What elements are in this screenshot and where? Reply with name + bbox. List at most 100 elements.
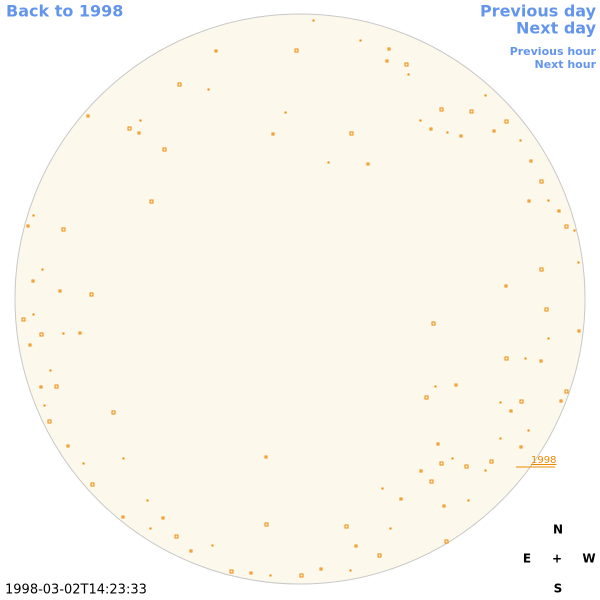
active-region-speck — [149, 199, 154, 204]
active-region-speck — [344, 524, 349, 529]
previous-hour-link[interactable]: Previous hour — [510, 45, 597, 58]
active-region-speck — [32, 313, 35, 316]
active-region-speck — [47, 419, 52, 424]
active-region-speck — [399, 497, 403, 501]
active-region-speck — [174, 534, 179, 539]
active-region-speck — [504, 119, 509, 124]
next-hour-link[interactable]: Next hour — [535, 58, 597, 71]
active-region-speck — [146, 499, 149, 502]
active-region-speck — [544, 307, 549, 312]
active-region-speck — [539, 359, 543, 363]
active-region-speck — [564, 389, 569, 394]
active-region-speck — [459, 134, 463, 138]
active-region-speck — [559, 399, 563, 403]
active-region-speck — [577, 329, 581, 333]
active-region-speck — [557, 209, 561, 213]
timestamp: 1998-03-02T14:23:33 — [5, 583, 147, 598]
previous-day-link[interactable]: Previous day — [480, 2, 597, 21]
active-region-speck — [504, 356, 509, 361]
active-region-speck — [429, 479, 434, 484]
active-region-speck — [529, 159, 533, 163]
active-region-speck — [86, 114, 90, 118]
active-region-speck — [407, 73, 410, 76]
active-region-speck — [89, 292, 94, 297]
active-region-speck — [451, 457, 454, 460]
active-region-speck — [509, 409, 513, 413]
active-region-speck — [299, 573, 304, 578]
active-region-speck — [519, 399, 524, 404]
active-region-speck — [504, 284, 508, 288]
active-region-speck — [162, 147, 167, 152]
active-region-speck — [284, 111, 287, 114]
active-region-speck — [31, 279, 35, 283]
active-region-speck — [349, 569, 352, 572]
active-region-speck — [377, 553, 382, 558]
active-regions — [21, 19, 581, 578]
active-region-speck — [127, 126, 132, 131]
active-region-speck — [82, 462, 85, 465]
active-region-speck — [484, 94, 487, 97]
active-region-speck — [366, 162, 370, 166]
active-region-speck — [211, 544, 214, 547]
active-region-speck — [327, 161, 330, 164]
active-region-speck — [404, 62, 409, 67]
active-region-speck — [499, 437, 502, 440]
active-region-speck — [527, 429, 530, 432]
compass-center: + — [552, 552, 562, 566]
active-region-speck — [419, 469, 423, 473]
active-region-speck — [41, 268, 44, 271]
active-region-speck — [547, 337, 550, 340]
active-region-speck — [467, 499, 470, 502]
active-region-speck — [39, 332, 44, 337]
active-region-speck — [499, 401, 502, 404]
active-region-speck — [39, 385, 43, 389]
active-region-speck — [43, 404, 46, 407]
active-region-speck — [161, 516, 165, 520]
active-region-speck — [446, 131, 449, 134]
active-region-speck — [387, 47, 391, 51]
active-region-speck — [49, 369, 52, 372]
active-region-speck — [436, 442, 440, 446]
active-region-speck — [354, 544, 358, 548]
active-region-speck — [62, 332, 65, 335]
active-region-speck — [577, 261, 580, 264]
active-region-speck — [177, 82, 182, 87]
active-region-speck — [312, 19, 315, 22]
active-region-speck — [26, 224, 30, 228]
region-label[interactable]: 1998 — [531, 455, 556, 466]
active-region-speck — [454, 383, 458, 387]
active-region-speck — [419, 119, 422, 122]
active-region-speck — [431, 321, 436, 326]
active-region-speck — [269, 574, 272, 577]
active-region-speck — [385, 59, 389, 63]
active-region-speck — [90, 482, 95, 487]
back-link[interactable]: Back to 1998 — [6, 2, 123, 21]
active-region-speck — [489, 459, 494, 464]
active-region-speck — [78, 331, 82, 335]
active-region-speck — [32, 214, 35, 217]
active-region-speck — [319, 567, 323, 571]
active-region-speck — [271, 132, 275, 136]
active-region-speck — [434, 385, 437, 388]
active-region-speck — [111, 410, 116, 415]
active-region-speck — [349, 131, 354, 136]
active-region-speck — [28, 343, 32, 347]
active-region-speck — [389, 527, 392, 530]
solar-disk — [14, 13, 586, 585]
active-region-speck — [439, 461, 444, 466]
active-region-speck — [54, 384, 59, 389]
active-region-speck — [207, 88, 210, 91]
active-region-speck — [61, 227, 66, 232]
active-region-speck — [264, 455, 268, 459]
active-region-speck — [429, 127, 433, 131]
active-region-speck — [573, 229, 576, 232]
active-region-speck — [547, 199, 550, 202]
active-region-speck — [121, 515, 125, 519]
active-region-speck — [469, 109, 474, 114]
active-region-speck — [58, 289, 62, 293]
active-region-speck — [527, 199, 531, 203]
active-region-speck — [229, 569, 234, 574]
active-region-speck — [564, 224, 569, 229]
active-region-speck — [21, 317, 26, 322]
next-day-link[interactable]: Next day — [516, 19, 597, 38]
